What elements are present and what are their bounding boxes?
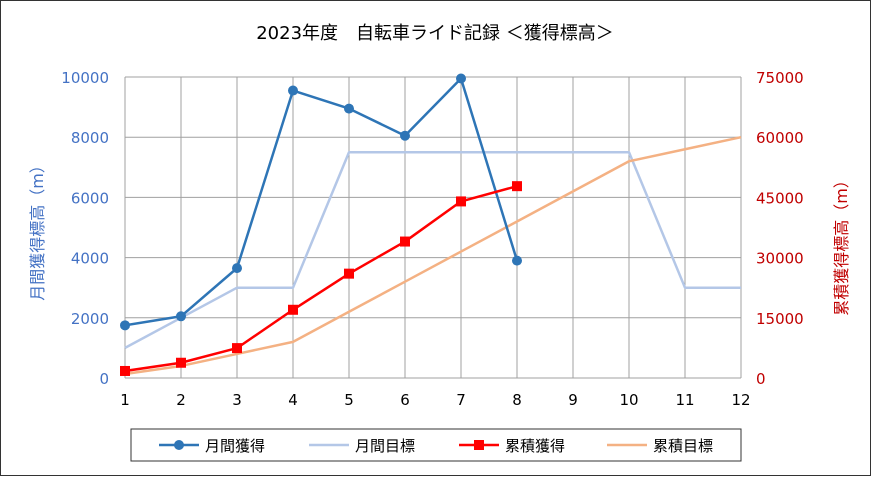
x-tick: 2: [176, 391, 186, 409]
data-point: [344, 103, 354, 114]
series-line: [124, 135, 742, 376]
y-axis-label-right: 累積獲得標高（m）: [832, 172, 851, 316]
y-tick-right: 15000: [756, 310, 804, 328]
data-point: [176, 357, 186, 368]
data-point: [400, 130, 410, 141]
left-axis-ticks: 0 2000 4000 6000 8000 10000: [61, 69, 109, 388]
y-tick-left: 10000: [61, 69, 109, 87]
x-tick: 1: [120, 391, 130, 409]
series-line: [124, 184, 518, 373]
x-axis-ticks: 1 2 3 4 5 6 7 8 9 10 11 12: [120, 391, 750, 409]
series-line: [124, 151, 741, 350]
x-tick: 3: [232, 391, 242, 409]
data-point: [120, 320, 130, 331]
data-point: [288, 85, 298, 96]
legend-label: 月間目標: [355, 437, 415, 455]
y-tick-right: 30000: [756, 250, 804, 268]
chart-title: 2023年度 自転車ライド記録 ＜獲得標高＞: [256, 23, 614, 44]
x-tick: 9: [568, 391, 578, 409]
data-point: [400, 236, 410, 247]
y-tick-left: 2000: [71, 310, 109, 328]
x-tick: 8: [512, 391, 522, 409]
x-tick: 7: [456, 391, 466, 409]
series-line: [124, 77, 519, 327]
legend-label: 累積獲得: [505, 437, 565, 455]
x-tick: 10: [619, 391, 638, 409]
x-tick: 4: [288, 391, 298, 409]
y-tick-left: 6000: [71, 189, 109, 207]
data-point: [232, 343, 242, 354]
data-point: [456, 196, 466, 207]
y-tick-right: 45000: [756, 189, 804, 207]
data-point: [512, 255, 522, 266]
y-tick-right: 60000: [756, 129, 804, 147]
data-point: [176, 311, 186, 322]
legend-label: 累積目標: [653, 437, 713, 455]
x-tick: 6: [400, 391, 410, 409]
data-point: [232, 263, 242, 274]
x-tick: 5: [344, 391, 354, 409]
y-tick-right: 0: [756, 370, 766, 388]
y-tick-left: 4000: [71, 250, 109, 268]
y-tick-left: 0: [99, 370, 109, 388]
data-point: [344, 268, 354, 279]
y-tick-right: 75000: [756, 69, 804, 87]
y-axis-label-left: 月間獲得標高（m）: [28, 157, 47, 301]
legend: 月間獲得 月間目標 累積獲得 累積目標: [130, 428, 742, 462]
data-point: [512, 181, 522, 192]
legend-marker: [174, 440, 184, 450]
data-point: [120, 365, 130, 376]
data-point: [456, 73, 466, 84]
legend-marker: [474, 440, 484, 450]
legend-label: 月間獲得: [205, 437, 265, 455]
x-tick: 11: [675, 391, 694, 409]
y-tick-left: 8000: [71, 129, 109, 147]
right-axis-ticks: 0 15000 30000 45000 60000 75000: [756, 69, 804, 388]
x-tick: 12: [731, 391, 750, 409]
series-layer: [120, 73, 742, 376]
grid: [124, 76, 742, 379]
data-point: [288, 304, 298, 315]
